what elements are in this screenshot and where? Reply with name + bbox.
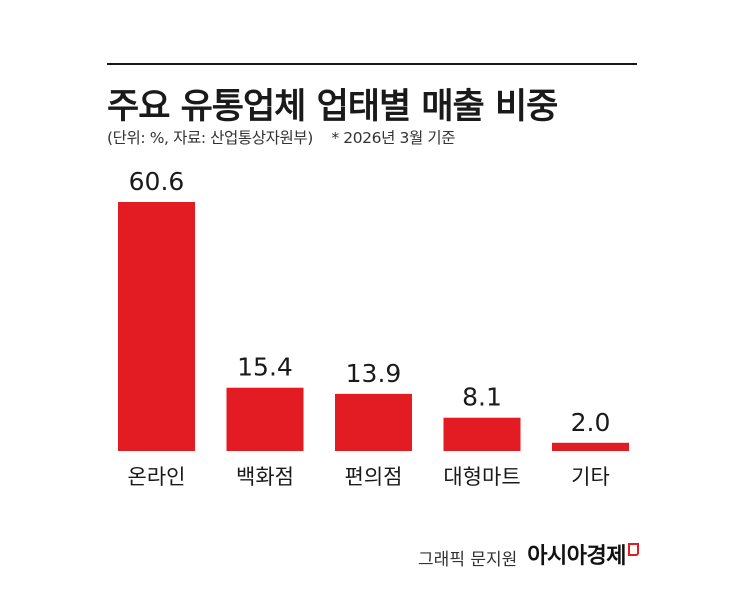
unit-source-note: (단위: %, 자료: 산업통상자원부) xyxy=(107,129,313,147)
brand-logo: 아시아경제 xyxy=(527,544,626,569)
credit: 그래픽 문지원 아시아경제 xyxy=(418,538,639,570)
value-label-5: 2.0 xyxy=(571,408,611,437)
top-rule xyxy=(107,63,637,65)
value-label-3: 13.9 xyxy=(346,359,402,388)
category-label-4: 대형마트 xyxy=(443,465,520,489)
category-label-1: 온라인 xyxy=(128,465,186,489)
category-label-2: 백화점 xyxy=(236,465,294,489)
category-label-5: 기타 xyxy=(571,465,610,489)
bar-4 xyxy=(443,417,521,451)
bar-1 xyxy=(118,202,195,451)
chart-title: 주요 유통업체 업태별 매출 비중 xyxy=(107,87,558,127)
value-label-4: 8.1 xyxy=(462,383,502,412)
date-note: * 2026년 3월 기준 xyxy=(331,129,456,147)
chart-subtitle: (단위: %, 자료: 산업통상자원부) * 2026년 3월 기준 xyxy=(107,126,455,148)
bar-5 xyxy=(552,442,629,451)
brand-mark-icon xyxy=(628,543,639,556)
category-label-3: 편의점 xyxy=(345,465,403,489)
designer-credit: 그래픽 문지원 xyxy=(418,550,518,570)
bar-3 xyxy=(335,393,412,451)
bar-2 xyxy=(226,387,304,451)
value-label-1: 60.6 xyxy=(129,167,185,196)
value-label-2: 15.4 xyxy=(237,353,293,382)
